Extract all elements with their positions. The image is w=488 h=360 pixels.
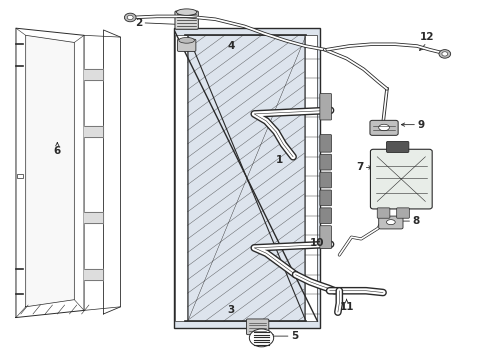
Bar — [305, 35, 317, 321]
Text: 4: 4 — [227, 41, 234, 51]
Circle shape — [441, 52, 447, 56]
Text: 10: 10 — [309, 238, 324, 248]
Ellipse shape — [378, 124, 388, 131]
FancyBboxPatch shape — [175, 11, 198, 29]
Polygon shape — [84, 69, 103, 80]
Circle shape — [438, 50, 450, 58]
FancyBboxPatch shape — [370, 149, 431, 209]
Bar — [174, 28, 319, 328]
FancyBboxPatch shape — [378, 216, 402, 229]
Text: 5: 5 — [290, 331, 297, 341]
FancyBboxPatch shape — [376, 208, 389, 218]
Circle shape — [249, 329, 273, 347]
Text: 2: 2 — [135, 18, 142, 28]
Text: 12: 12 — [419, 32, 433, 42]
Polygon shape — [26, 35, 74, 307]
FancyBboxPatch shape — [319, 154, 331, 170]
Text: 8: 8 — [411, 216, 419, 226]
Text: 3: 3 — [227, 305, 234, 315]
Bar — [175, 35, 187, 321]
FancyBboxPatch shape — [319, 190, 331, 206]
Text: 1: 1 — [276, 156, 283, 165]
FancyBboxPatch shape — [177, 39, 196, 51]
Polygon shape — [84, 126, 103, 137]
Polygon shape — [84, 212, 103, 223]
Circle shape — [127, 15, 133, 19]
Text: 7: 7 — [356, 162, 363, 172]
FancyBboxPatch shape — [386, 141, 408, 153]
FancyBboxPatch shape — [396, 208, 408, 218]
FancyBboxPatch shape — [319, 226, 331, 249]
Text: 9: 9 — [416, 120, 424, 130]
Bar — [17, 174, 23, 178]
FancyBboxPatch shape — [319, 172, 331, 188]
Circle shape — [124, 13, 136, 22]
FancyBboxPatch shape — [369, 120, 397, 135]
Text: 6: 6 — [54, 146, 61, 156]
FancyBboxPatch shape — [319, 208, 331, 224]
Ellipse shape — [179, 37, 194, 43]
FancyBboxPatch shape — [319, 94, 331, 120]
Bar — [187, 35, 304, 321]
Polygon shape — [84, 269, 103, 280]
FancyBboxPatch shape — [319, 135, 331, 152]
FancyBboxPatch shape — [246, 319, 268, 335]
Text: 11: 11 — [339, 302, 353, 312]
Polygon shape — [16, 28, 84, 318]
Ellipse shape — [386, 220, 394, 225]
Ellipse shape — [176, 9, 197, 15]
Polygon shape — [103, 30, 120, 314]
